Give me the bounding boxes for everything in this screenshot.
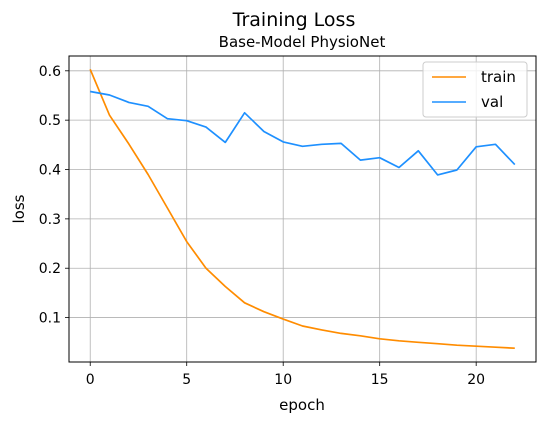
y-tick-label: 0.6	[39, 64, 61, 80]
series-line-val	[90, 90, 516, 176]
legend-box	[422, 61, 528, 118]
chart-subtitle: Base-Model PhysioNet	[219, 33, 386, 51]
y-tick-label: 0.3	[39, 212, 61, 228]
y-tick-label: 0.1	[39, 311, 61, 327]
x-axis-label: epoch	[279, 396, 325, 414]
x-tick-label: 15	[371, 372, 389, 388]
y-tick-label: 0.5	[39, 113, 61, 129]
y-tick-label: 0.4	[39, 163, 61, 179]
axis-ticks: 0 5 10 15 20 0.1 0.2 0.3 0.4 0.5 0.6	[39, 64, 485, 388]
legend-label-val: val	[481, 93, 503, 111]
legend-label-train: train	[481, 68, 516, 86]
x-tick-label: 20	[467, 372, 485, 388]
y-tick-label: 0.2	[39, 261, 61, 277]
x-tick-label: 5	[182, 372, 191, 388]
legend: train val	[422, 61, 528, 118]
y-axis-label: loss	[10, 194, 28, 223]
series-lines	[89, 68, 516, 350]
series-line-train	[89, 68, 515, 350]
chart-title: Training Loss	[232, 9, 356, 31]
x-tick-label: 0	[86, 372, 95, 388]
plot-frame	[68, 55, 537, 363]
x-tick-label: 10	[274, 372, 292, 388]
grid-lines	[69, 56, 536, 362]
